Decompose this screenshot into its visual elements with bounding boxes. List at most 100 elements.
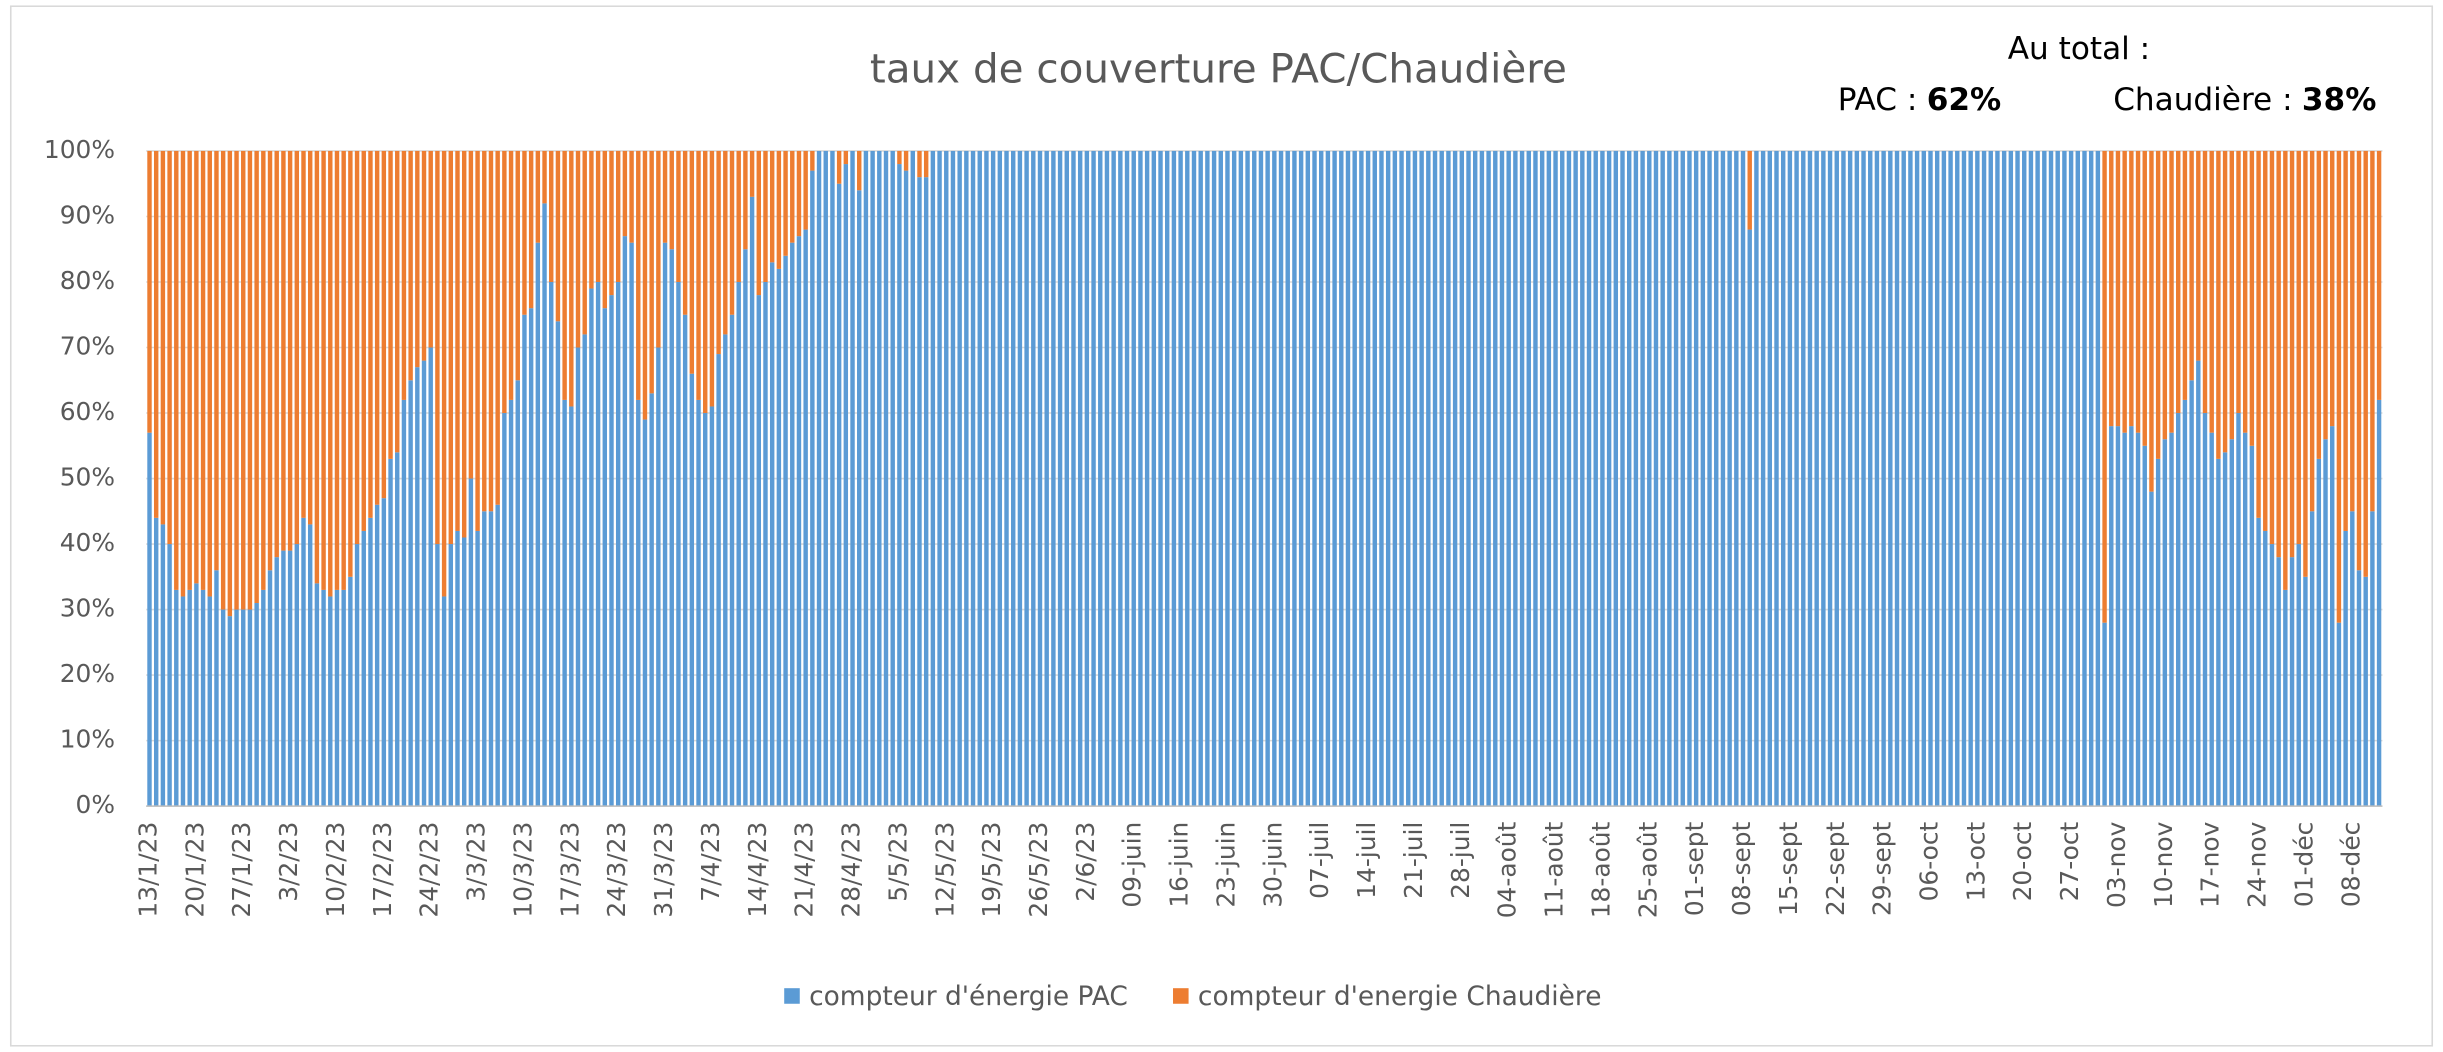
bar-segment (2082, 150, 2087, 807)
bar-segment (2283, 150, 2288, 590)
bar-segment (354, 544, 360, 807)
bar-segment (2323, 439, 2328, 807)
legend-swatch (1173, 988, 1189, 1004)
bar-segment (1406, 150, 1411, 807)
bar-segment (2242, 432, 2248, 807)
bar-segment (2256, 517, 2261, 807)
bar-segment (903, 170, 909, 807)
bar-segment (381, 498, 387, 807)
bar-segment (1051, 150, 1056, 807)
bar-segment (910, 150, 915, 807)
x-tick-label: 06-oct (1914, 821, 1943, 901)
bar-segment (676, 281, 681, 807)
bar-segment (1794, 150, 1799, 807)
bar-segment (669, 150, 674, 250)
bar-segment (1392, 150, 1398, 807)
bar-segment (2189, 150, 2194, 381)
x-tick-label: 21-juil (1399, 822, 1428, 899)
bar-segment (729, 150, 735, 315)
bar-segment (1734, 150, 1739, 807)
bar-segment (2323, 150, 2328, 440)
bar-segment (2142, 445, 2147, 807)
bar-segment (1185, 150, 1190, 807)
bar-segment (502, 150, 507, 414)
x-tick-label: 27-oct (2055, 821, 2084, 901)
annotation: PAC :62% (1838, 82, 2001, 118)
bar-segment (2289, 557, 2295, 807)
x-tick-label: 5/5/23 (883, 822, 912, 902)
bar-segment (2296, 150, 2301, 545)
bar-segment (2176, 150, 2181, 414)
bar-segment (582, 150, 587, 335)
bar-segment (2356, 570, 2362, 807)
bar-segment (522, 314, 527, 807)
bar-segment (636, 150, 641, 400)
bar-segment (475, 150, 480, 531)
bar-segment (1814, 150, 1819, 807)
bar-segment (796, 236, 802, 807)
bar-segment (622, 150, 628, 237)
bar-segment (2042, 150, 2047, 807)
bar-segment (1539, 150, 1545, 807)
bar-segment (2376, 399, 2382, 807)
bar-segment (1660, 150, 1665, 807)
bar-segment (281, 550, 286, 807)
bar-segment (2316, 150, 2322, 459)
bar-segment (1874, 150, 1880, 807)
bar-segment (1131, 150, 1136, 807)
bar-segment (1318, 150, 1324, 807)
y-tick-label: 30% (60, 594, 115, 623)
bar-segment (227, 616, 233, 807)
bar-segment (790, 150, 795, 243)
bar-segment (334, 150, 340, 590)
bar-segment (388, 150, 393, 459)
bar-segment (2376, 150, 2382, 400)
bar-segment (2155, 150, 2161, 459)
bar-segment (468, 478, 474, 807)
bar-segment (1004, 150, 1009, 807)
bar-segment (1787, 150, 1793, 807)
bar-segment (1901, 150, 1906, 807)
bar-segment (843, 150, 849, 165)
bar-segment (2035, 150, 2040, 807)
bar-segment (984, 150, 989, 807)
x-tick-label: 18-août (1586, 821, 1615, 918)
bar-segment (944, 150, 949, 807)
bar-segment (207, 150, 212, 597)
bar-segment (1767, 150, 1773, 807)
bar-segment (2122, 432, 2127, 807)
bar-segment (328, 596, 333, 807)
bar-segment (1693, 150, 1699, 807)
bar-segment (2162, 439, 2168, 807)
bar-segment (964, 150, 969, 807)
x-tick-label: 04-août (1493, 821, 1522, 918)
bar-segment (267, 570, 273, 807)
bar-segment (2343, 150, 2348, 531)
bar-segment (582, 334, 587, 807)
bar-segment (1459, 150, 1465, 807)
bar-segment (769, 150, 775, 263)
bar-segment (2109, 426, 2114, 807)
bar-segment (696, 150, 701, 400)
bar-segment (281, 150, 286, 551)
bar-segment (1057, 150, 1063, 807)
legend-label: compteur d'énergie PAC (809, 981, 1128, 1012)
bar-segment (1452, 150, 1458, 807)
bar-segment (542, 203, 547, 807)
bar-segment (589, 150, 594, 289)
bar-segment (1171, 150, 1177, 807)
bar-segment (1218, 150, 1223, 807)
bar-segment (2015, 150, 2020, 807)
bar-segment (194, 583, 199, 807)
bar-segment (1961, 150, 1967, 807)
bar-segment (823, 150, 828, 807)
x-tick-label: 12/5/23 (930, 822, 959, 918)
bar-segment (421, 150, 427, 361)
bar-segment (1526, 150, 1531, 807)
bar-segment (495, 504, 500, 807)
bar-segment (2249, 445, 2255, 807)
bar-segment (609, 150, 614, 296)
bar-segment (1921, 150, 1927, 807)
bar-segment (220, 609, 226, 807)
annotation-value: 62% (1927, 82, 2001, 118)
